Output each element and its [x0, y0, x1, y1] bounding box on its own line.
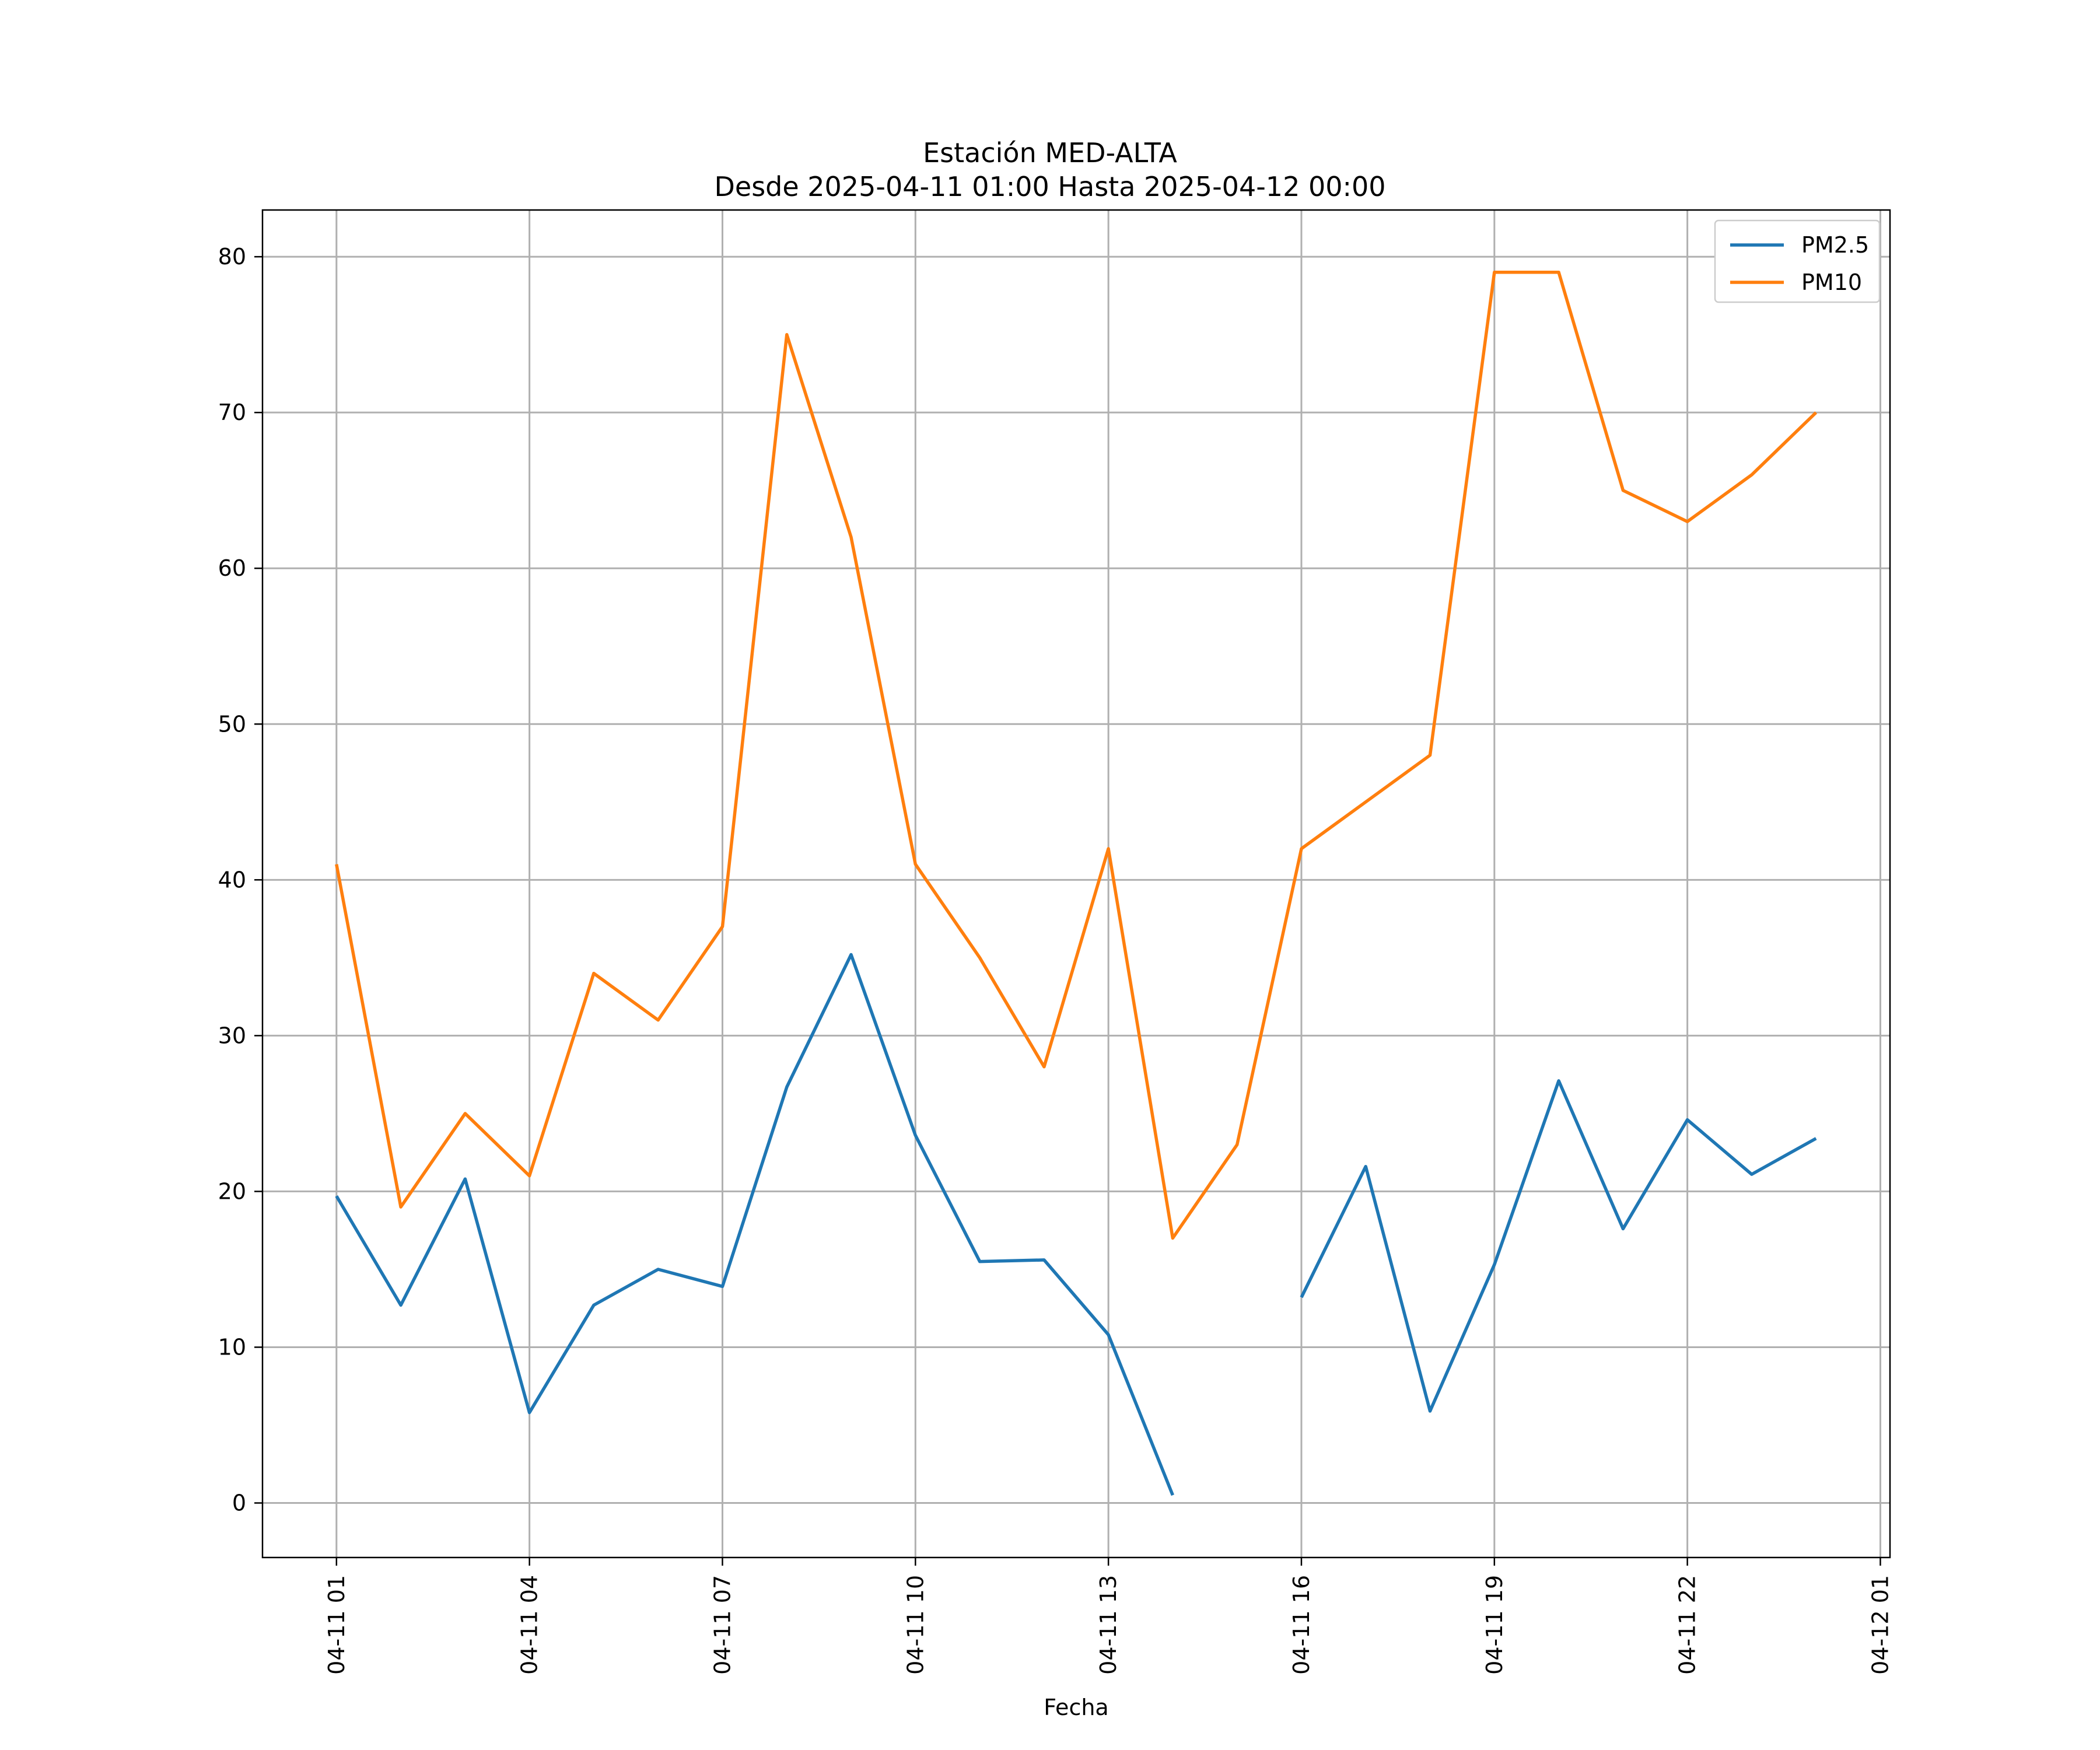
x-tick-label: 04-11 04: [517, 1575, 542, 1675]
y-tick-label: 60: [218, 555, 246, 581]
x-tick-label: 04-11 13: [1096, 1575, 1121, 1675]
y-tick-label: 0: [232, 1490, 246, 1516]
grid-lines: [262, 210, 1890, 1558]
x-tick-label: 04-11 22: [1675, 1575, 1700, 1675]
plot-area-frame: [261, 209, 1891, 1559]
y-tick-label: 50: [218, 711, 246, 737]
y-tick-label: 80: [218, 244, 246, 270]
chart-title: Estación MED-ALTA: [923, 137, 1177, 169]
y-tick-label: 30: [218, 1023, 246, 1048]
y-tick-label: 70: [218, 400, 246, 425]
chart-subtitle: Desde 2025-04-11 01:00 Hasta 2025-04-12 …: [714, 171, 1385, 202]
series-lines: [335, 271, 1818, 1496]
x-tick-label: 04-12 01: [1867, 1575, 1893, 1675]
legend: PM2.5 PM10: [1714, 219, 1881, 303]
axis-ticks: 0 10 20 30 40 50 60 70 80 04-11 01 04-11 04 04-11 0…: [218, 244, 1894, 1675]
x-tick-label: 04-11 10: [902, 1575, 928, 1675]
y-tick-label: 20: [218, 1178, 246, 1204]
x-tick-label: 04-11 07: [709, 1575, 735, 1675]
legend-label: PM2.5: [1801, 232, 1869, 258]
x-tick-label: 04-11 01: [324, 1575, 349, 1675]
y-tick-label: 10: [218, 1334, 246, 1360]
x-axis-label: Fecha: [1044, 1695, 1108, 1720]
series-line-pm10: [335, 271, 1818, 1240]
x-tick-label: 04-11 19: [1482, 1575, 1507, 1675]
series-line-pm25: [335, 953, 1174, 1496]
y-tick-label: 40: [218, 867, 246, 892]
series-line-pm25: [1300, 1079, 1817, 1413]
legend-label: PM10: [1801, 270, 1862, 295]
x-tick-label: 04-11 16: [1289, 1575, 1314, 1675]
